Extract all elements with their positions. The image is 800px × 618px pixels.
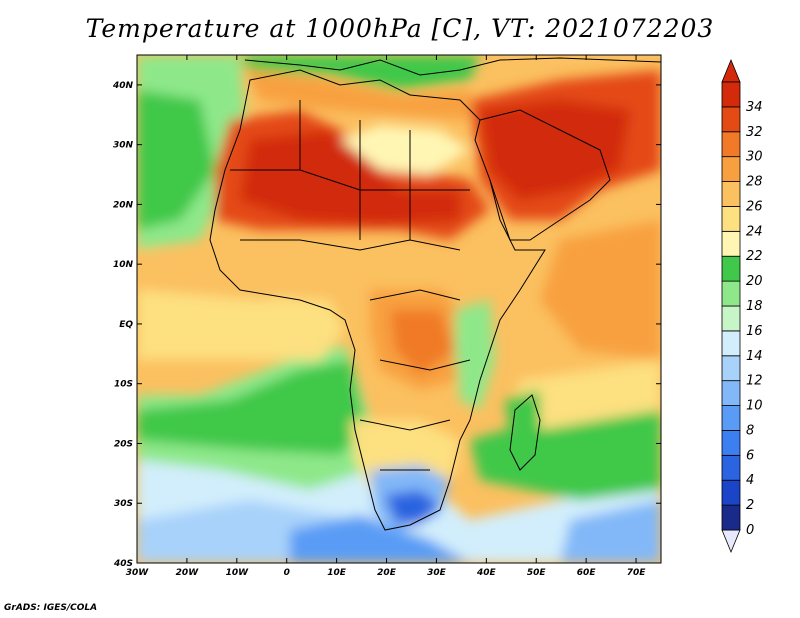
colorbar-swatch — [721, 280, 741, 307]
lat-tick-label: 40S — [113, 559, 133, 569]
colorbar-label: 20 — [746, 274, 763, 289]
field-indian-ocean-warm — [540, 220, 661, 360]
colorbar-label: 16 — [746, 324, 763, 339]
lat-tick-label: 10N — [113, 260, 134, 270]
field-europe — [240, 55, 480, 90]
lon-tick-label: 30E — [427, 568, 447, 578]
colorbar-label: 0 — [746, 523, 754, 538]
colorbar-over-arrow — [721, 58, 741, 83]
colorbar-label: 22 — [746, 249, 763, 264]
field-east-africa — [455, 300, 495, 410]
lat-tick-label: 20N — [113, 200, 134, 210]
field-congo-core — [390, 310, 455, 375]
field-southern-ocean-colder — [290, 515, 470, 563]
coastlines — [209, 57, 661, 531]
lat-tick-label: EQ — [119, 320, 133, 330]
lat-tick-label: 30S — [114, 499, 133, 509]
lon-tick-label: 0 — [284, 568, 290, 578]
colorbar-label: 30 — [746, 150, 763, 165]
border-central-africa — [240, 239, 461, 251]
temperature-field — [137, 55, 661, 563]
field-south-africa-coldest — [385, 490, 440, 525]
lat-tick-label: 40N — [112, 81, 134, 91]
field-arabia-core — [480, 100, 630, 200]
lon-tick-label: 40E — [476, 568, 497, 578]
latitude-axis: 40N 30N 20N 10N EQ 10S 20S 30S 40S — [112, 81, 661, 569]
colorbar-swatch — [721, 106, 741, 133]
map-title: Temperature at 1000hPa [C], VT: 20210722… — [85, 14, 715, 43]
footer-credit: GrADS: IGES/COLA — [4, 603, 98, 613]
colorbar-swatch — [721, 230, 741, 257]
field-madagascar — [505, 390, 540, 470]
colorbar-label: 24 — [746, 224, 763, 239]
colorbar-swatch — [721, 330, 741, 357]
colorbar-label: 34 — [746, 100, 763, 115]
colorbar-label: 8 — [746, 423, 754, 438]
madagascar-coastline — [509, 394, 541, 471]
colorbar-swatch — [721, 181, 741, 207]
border-north-africa — [299, 100, 411, 240]
colorbar-swatch — [721, 430, 741, 456]
lon-tick-label: 20W — [176, 568, 200, 578]
colorbar-label: 2 — [746, 498, 754, 513]
field-north-africa-coast — [245, 70, 470, 120]
plot-frame — [136, 54, 662, 564]
lon-tick-label: 50E — [527, 568, 547, 578]
colorbar-swatch — [721, 504, 741, 531]
field-southern-ocean-east — [560, 500, 661, 563]
border-southern-africa — [359, 419, 451, 471]
europe-coastline — [244, 57, 661, 76]
colorbar-swatch — [721, 305, 741, 332]
colorbar-swatch — [721, 156, 741, 182]
colorbar-label: 26 — [746, 199, 763, 214]
colorbar-swatch — [721, 454, 741, 481]
field-northwest-atlantic-dark — [137, 90, 215, 230]
lon-tick-label: 30W — [126, 568, 150, 578]
field-south-atlantic-dark — [137, 360, 365, 455]
colorbar-swatch — [721, 206, 741, 232]
lat-tick-label: 10S — [114, 380, 133, 390]
field-indian-ocean-mid — [510, 360, 661, 430]
field-gulf-of-guinea-warm — [140, 250, 320, 300]
lat-tick-label: 20S — [114, 439, 133, 449]
lon-tick-label: 20E — [377, 568, 397, 578]
field-libya — [340, 125, 470, 175]
colorbar-label: 6 — [746, 448, 754, 463]
colorbar-label: 14 — [746, 349, 763, 364]
colorbar-label: 12 — [746, 374, 763, 389]
colorbar-swatch — [721, 355, 741, 382]
border-congo — [369, 289, 471, 371]
colorbar-label: 32 — [746, 125, 763, 140]
arabian-peninsula-coastline — [479, 109, 611, 241]
colorbar-swatch — [721, 380, 741, 406]
lon-tick-label: 10E — [327, 568, 347, 578]
field-indian-ocean-south — [470, 400, 661, 500]
colorbar-swatch — [721, 405, 741, 431]
lat-tick-label: 30N — [113, 141, 134, 151]
colorbar-swatch — [721, 81, 741, 108]
africa-coastline — [209, 69, 546, 531]
colorbar-swatch — [721, 479, 741, 506]
colorbar-label: 28 — [746, 175, 763, 190]
colorbar-label: 4 — [746, 473, 754, 488]
colorbar-label: 10 — [746, 399, 763, 414]
colorbar-under-arrow — [721, 529, 741, 554]
colorbar-swatch — [721, 255, 741, 282]
lon-tick-label: 60E — [577, 568, 597, 578]
longitude-axis: 30W 20W 10W 0 10E 20E 30E 40E 50E 60E 70E — [126, 55, 646, 578]
colorbar-swatch — [721, 131, 741, 158]
lon-tick-label: 10W — [226, 568, 250, 578]
lon-tick-label: 70E — [627, 568, 647, 578]
field-gulf-of-guinea — [137, 290, 345, 360]
colorbar-label: 18 — [746, 299, 763, 314]
field-sahara-core — [240, 130, 460, 225]
